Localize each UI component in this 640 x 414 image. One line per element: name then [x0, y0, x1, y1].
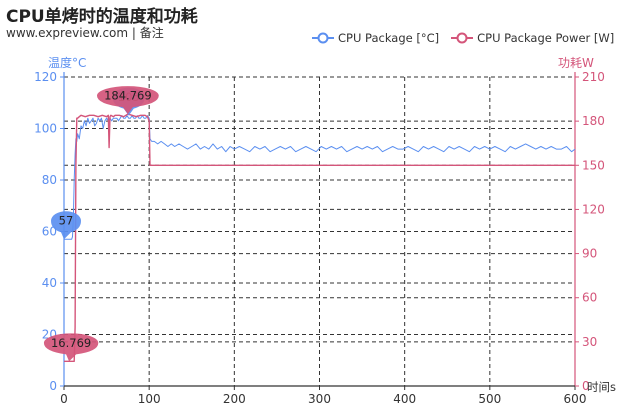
- x-tick-label: 200: [223, 392, 246, 406]
- annotation-label: 16.769: [51, 336, 91, 350]
- y-left-axis-label: 温度°C: [48, 55, 86, 70]
- y-left-tick-label: 120: [34, 70, 57, 84]
- y-right-tick-label: 120: [582, 202, 605, 216]
- x-axis-label: 时间s: [587, 380, 616, 394]
- y-right-tick-label: 60: [582, 291, 597, 305]
- x-tick-label: 400: [393, 392, 416, 406]
- y-right-tick-label: 0: [582, 379, 590, 393]
- annotation-pin: [43, 333, 99, 362]
- annotation-pin: [51, 211, 81, 240]
- x-tick-label: 600: [564, 392, 587, 406]
- y-right-axis-label: 功耗W: [558, 56, 594, 70]
- y-right-tick-label: 90: [582, 247, 597, 261]
- source-subtitle: www.expreview.com | 备注: [6, 26, 164, 40]
- y-left-tick-label: 40: [42, 276, 57, 290]
- y-left-tick-label: 60: [42, 225, 57, 239]
- series-line-temp: [64, 115, 576, 240]
- legend-label-power: CPU Package Power [W]: [477, 31, 615, 45]
- annotation-label: 184.769: [104, 89, 152, 103]
- x-tick-label: 0: [60, 392, 68, 406]
- x-tick-label: 100: [138, 392, 161, 406]
- legend-item-power[interactable]: CPU Package Power [W]: [451, 31, 614, 45]
- annotation-pin: [96, 86, 159, 115]
- y-left-tick-label: 100: [34, 122, 57, 136]
- y-right-tick-label: 180: [582, 114, 605, 128]
- legend-temp-marker-icon: [312, 32, 334, 44]
- legend-power-marker-icon: [451, 32, 474, 44]
- annotation-label: 57: [59, 214, 74, 228]
- x-tick-label: 500: [478, 392, 501, 406]
- series-line-power: [64, 113, 575, 362]
- legend: CPU Package [°C] CPU Package Power [W]: [312, 31, 614, 45]
- page-title: CPU单烤时的温度和功耗: [6, 7, 198, 27]
- y-left-tick-label: 80: [42, 173, 57, 187]
- legend-item-temp[interactable]: CPU Package [°C]: [312, 31, 439, 45]
- y-right-tick-label: 150: [582, 158, 605, 172]
- y-right-tick-label: 210: [582, 70, 605, 84]
- y-right-tick-label: 30: [582, 335, 597, 349]
- x-tick-label: 300: [308, 392, 331, 406]
- y-left-tick-label: 0: [49, 379, 57, 393]
- legend-label-temp: CPU Package [°C]: [338, 31, 440, 45]
